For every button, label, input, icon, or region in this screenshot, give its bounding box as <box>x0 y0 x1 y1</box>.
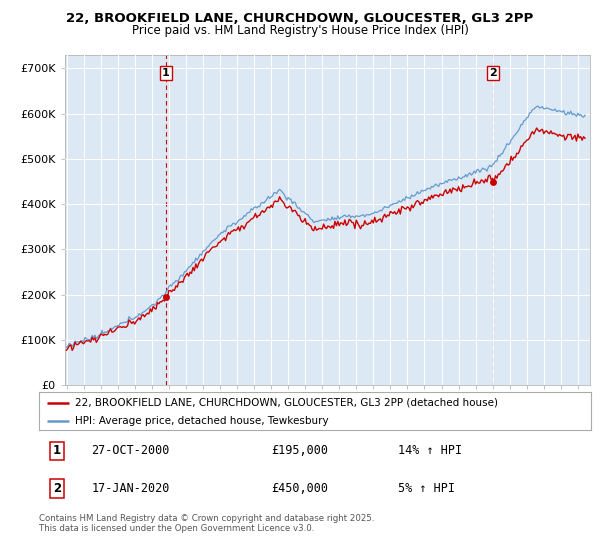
Text: 22, BROOKFIELD LANE, CHURCHDOWN, GLOUCESTER, GL3 2PP (detached house): 22, BROOKFIELD LANE, CHURCHDOWN, GLOUCES… <box>75 398 498 408</box>
Text: Contains HM Land Registry data © Crown copyright and database right 2025.
This d: Contains HM Land Registry data © Crown c… <box>39 514 374 534</box>
Text: 17-JAN-2020: 17-JAN-2020 <box>91 482 170 495</box>
Text: 1: 1 <box>162 68 170 78</box>
Text: 22, BROOKFIELD LANE, CHURCHDOWN, GLOUCESTER, GL3 2PP: 22, BROOKFIELD LANE, CHURCHDOWN, GLOUCES… <box>67 12 533 25</box>
Text: £195,000: £195,000 <box>271 444 328 457</box>
Text: £450,000: £450,000 <box>271 482 328 495</box>
Text: 27-OCT-2000: 27-OCT-2000 <box>91 444 170 457</box>
Text: 2: 2 <box>53 482 61 495</box>
Text: 2: 2 <box>490 68 497 78</box>
Text: 1: 1 <box>53 444 61 457</box>
Text: HPI: Average price, detached house, Tewkesbury: HPI: Average price, detached house, Tewk… <box>75 416 329 426</box>
Text: 5% ↑ HPI: 5% ↑ HPI <box>398 482 455 495</box>
Text: Price paid vs. HM Land Registry's House Price Index (HPI): Price paid vs. HM Land Registry's House … <box>131 24 469 36</box>
Text: 14% ↑ HPI: 14% ↑ HPI <box>398 444 462 457</box>
